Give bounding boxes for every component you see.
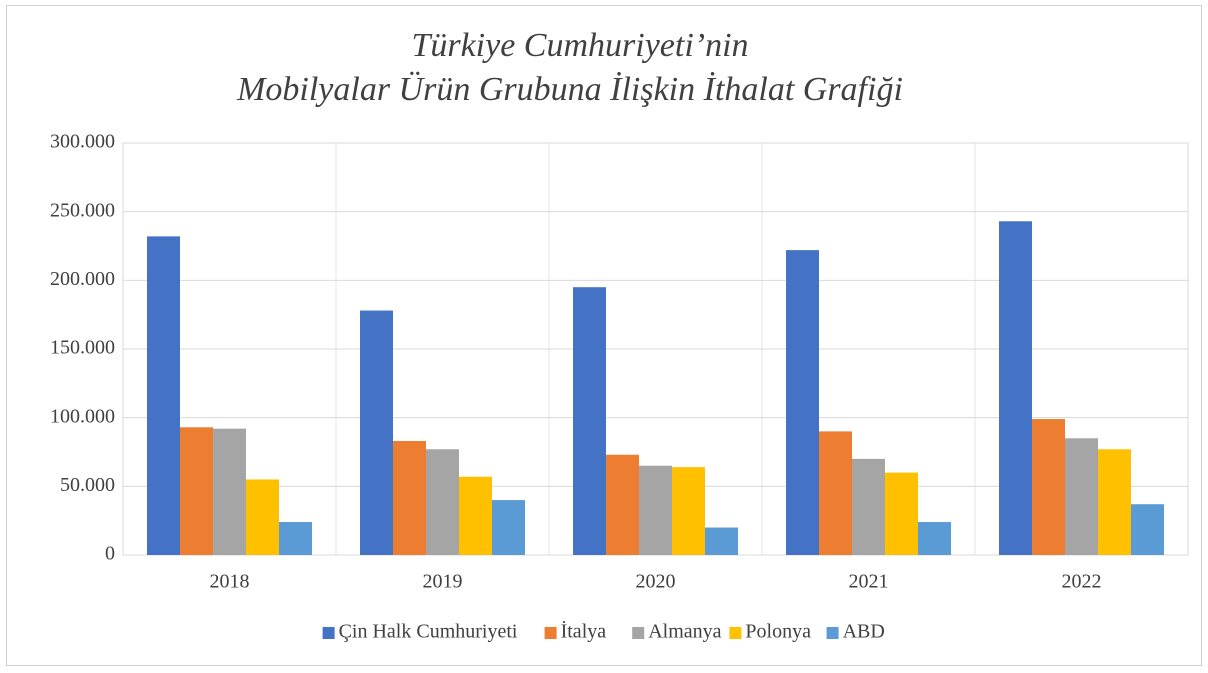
bar — [492, 500, 525, 555]
x-tick-label: 2019 — [423, 571, 463, 593]
bar — [573, 287, 606, 555]
chart-title: Türkiye Cumhuriyeti’nin — [411, 27, 748, 64]
legend-label: ABD — [843, 621, 885, 643]
y-tick-label: 100.000 — [50, 405, 115, 427]
y-tick-label: 250.000 — [50, 199, 115, 221]
bar — [147, 236, 180, 556]
legend-label: İtalya — [561, 620, 607, 643]
bar — [672, 467, 705, 555]
bar — [999, 221, 1032, 555]
bar — [180, 427, 213, 555]
bar — [819, 431, 852, 555]
bar — [705, 527, 738, 555]
y-tick-label: 150.000 — [50, 337, 115, 359]
legend-swatch — [729, 627, 742, 639]
bar — [885, 472, 918, 555]
bar — [786, 250, 819, 555]
bar — [426, 449, 459, 555]
bar — [1131, 504, 1164, 555]
legend-swatch — [544, 627, 557, 639]
bar — [1032, 419, 1065, 555]
bar — [1065, 438, 1098, 555]
bar — [639, 465, 672, 555]
x-tick-label: 2021 — [849, 571, 889, 593]
bar — [246, 479, 279, 555]
legend-label: Almanya — [648, 621, 721, 643]
bar — [213, 428, 246, 555]
bar — [360, 310, 393, 555]
y-tick-label: 300.000 — [50, 131, 115, 153]
bar — [459, 476, 492, 555]
y-tick-label: 50.000 — [60, 474, 115, 496]
x-tick-label: 2018 — [210, 571, 250, 593]
bar — [393, 441, 426, 555]
chart-title: Mobilyalar Ürün Grubuna İlişkin İthalat … — [236, 71, 903, 108]
legend-swatch — [632, 627, 645, 639]
bar — [1098, 449, 1131, 555]
legend-swatch — [826, 627, 839, 639]
x-tick-label: 2022 — [1062, 571, 1102, 593]
y-tick-label: 0 — [105, 543, 115, 565]
legend-swatch — [322, 627, 335, 639]
legend-label: Çin Halk Cumhuriyeti — [339, 621, 518, 643]
bar — [606, 454, 639, 555]
y-tick-label: 200.000 — [50, 268, 115, 290]
legend-label: Polonya — [745, 621, 811, 643]
x-tick-label: 2020 — [636, 571, 676, 593]
bar — [852, 458, 885, 555]
bar — [918, 522, 951, 555]
bar — [279, 522, 312, 555]
